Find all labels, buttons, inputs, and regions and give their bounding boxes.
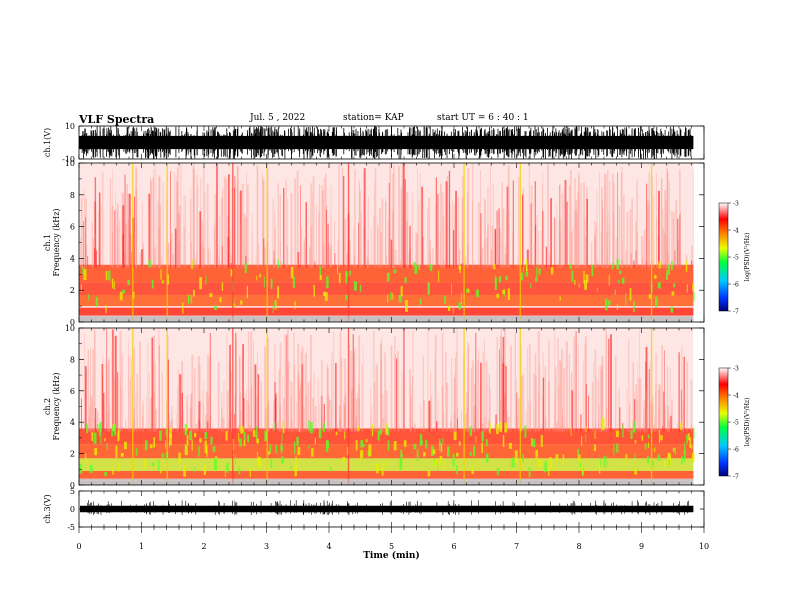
x-tick-label-5: 5 (389, 542, 394, 551)
x-tick-label-6: 6 (451, 542, 456, 551)
ch2-spectrogram-colorbar-tick-label-4: -7 (733, 474, 739, 481)
ch2-spectrogram-colorbar-tick-label-1: -4 (733, 393, 739, 400)
ch2-spectrogram-band-0 (79, 470, 694, 479)
ch1-spectrogram-sferic-6 (347, 163, 350, 322)
ch1-spectrogram-colorbar-tick-label-4: -7 (733, 309, 739, 316)
date-label: Jul. 5 , 2022 (250, 113, 306, 123)
ch2-spectrogram-ylabel: Frequency (kHz) (52, 372, 61, 440)
ch1-spectrogram-sferic-5 (650, 163, 653, 322)
ch2-spectrogram-sferic-3 (463, 328, 465, 485)
ch3-waveform-ytick-label-0: 5 (70, 487, 75, 496)
x-tick-label-7: 7 (514, 542, 519, 551)
ch1-spectrogram-colorbar-tick-label-1: -4 (733, 228, 739, 235)
ch3-waveform-ytick-label-1: 0 (70, 505, 75, 514)
x-tick-label-10: 10 (699, 542, 709, 551)
ch2-spectrogram-ytick-label-8: 8 (70, 355, 75, 364)
ch2-spectrogram-colorbar-tick-label-0: -3 (733, 366, 739, 373)
ch3-waveform-ytick-label-2: -5 (67, 523, 75, 532)
ch1-spectrogram-colorbar (718, 202, 729, 312)
ch1-spectrogram-ytick-label-10: 10 (65, 159, 75, 168)
ch2-spectrogram-ytick-label-4: 4 (70, 418, 75, 427)
ch1-spectrogram-sferic-2 (266, 163, 268, 322)
ch1-spectrogram-band-1 (79, 294, 694, 307)
chart-title: VLF Spectra (79, 113, 155, 126)
ch2-spectrogram-sferic-1 (166, 328, 168, 485)
ch2-spectrogram-ytick-label-0: 0 (70, 481, 75, 490)
ch1-spectrogram-ytick-label-8: 8 (70, 191, 75, 200)
ch1-waveform-core (79, 135, 694, 150)
ch2-spectrogram-sferic-4 (519, 328, 521, 485)
ch3-waveform-core (80, 505, 694, 513)
ch1-spectrogram-sferic-0 (132, 163, 134, 322)
ch1-waveform-ylabel: ch.1(V) (43, 128, 52, 157)
x-axis-label: Time (min) (363, 550, 420, 561)
x-tick-label-4: 4 (326, 542, 331, 551)
ch1-spectrogram-ylabel: Frequency (kHz) (52, 208, 61, 276)
start-time-label: start UT = 6 : 40 : 1 (437, 113, 529, 123)
ch2-spectrogram-ylabel-channel: ch.2 (43, 398, 52, 415)
x-tick-label-1: 1 (139, 542, 144, 551)
ch2-spectrogram-sferic-5 (650, 328, 653, 485)
ch3-waveform-ylabel: ch.3(V) (43, 494, 52, 523)
ch1-spectrogram-sferic-1 (166, 163, 168, 322)
ch1-spectrogram-colorbar-label: log(PSD)(V²/Hz) (744, 233, 751, 282)
ch1-spectrogram-streaks (80, 163, 694, 268)
ch1-spectrogram-ytick-label-2: 2 (70, 286, 75, 295)
ch1-spectrogram-ytick-label-0: 0 (70, 318, 75, 327)
ch2-spectrogram-sferic-7 (232, 328, 234, 485)
ch1-spectrogram-colorbar-tick-label-0: -3 (733, 201, 739, 208)
ch2-spectrogram-colorbar (718, 367, 729, 477)
ch1-spectrogram-sferic-4 (519, 163, 521, 322)
ch2-spectrogram-sferic-0 (132, 328, 134, 485)
ch2-spectrogram-ytick-label-2: 2 (70, 450, 75, 459)
ch1-spectrogram-ytick-label-6: 6 (70, 223, 75, 232)
ch2-spectrogram-colorbar-tick-label-3: -6 (733, 447, 739, 454)
ch1-spectrogram-colorbar-tick-label-2: -5 (733, 255, 739, 262)
ch2-spectrogram-sferic-6 (347, 328, 350, 485)
x-tick-label-9: 9 (639, 542, 644, 551)
ch1-waveform-ytick-label-0: 10 (65, 122, 75, 131)
ch2-spectrogram-colorbar-tick-label-2: -5 (733, 420, 739, 427)
ch1-spectrogram-ytick-label-4: 4 (70, 254, 75, 263)
ch1-spectrogram-sferic-3 (463, 163, 465, 322)
ch1-spectrogram-sferic-7 (232, 163, 234, 322)
ch2-spectrogram-colorbar-label: log(PSD)(V²/Hz) (744, 398, 751, 447)
ch2-spectrogram-sferic-2 (266, 328, 268, 485)
ch2-spectrogram-ytick-label-6: 6 (70, 387, 75, 396)
ch1-spectrogram-colorbar-tick-label-3: -6 (733, 282, 739, 289)
ch2-spectrogram-bursts (79, 417, 695, 477)
ch2-spectrogram-ytick-label-10: 10 (65, 324, 75, 333)
x-tick-label-8: 8 (576, 542, 581, 551)
ch2-spectrogram-band-2 (79, 444, 694, 459)
station-label: station= KAP (343, 113, 404, 123)
ch1-spectrogram-band-0 (79, 307, 694, 316)
ch1-spectrogram-band-2 (79, 282, 694, 295)
x-tick-label-3: 3 (264, 542, 269, 551)
ch1-waveform-ytick-label-1: -10 (62, 155, 75, 164)
ch1-spectrogram-ylabel-channel: ch.1 (43, 234, 52, 251)
x-tick-label-2: 2 (201, 542, 206, 551)
x-tick-label-0: 0 (76, 542, 81, 551)
ch2-spectrogram-streaks (81, 328, 693, 432)
